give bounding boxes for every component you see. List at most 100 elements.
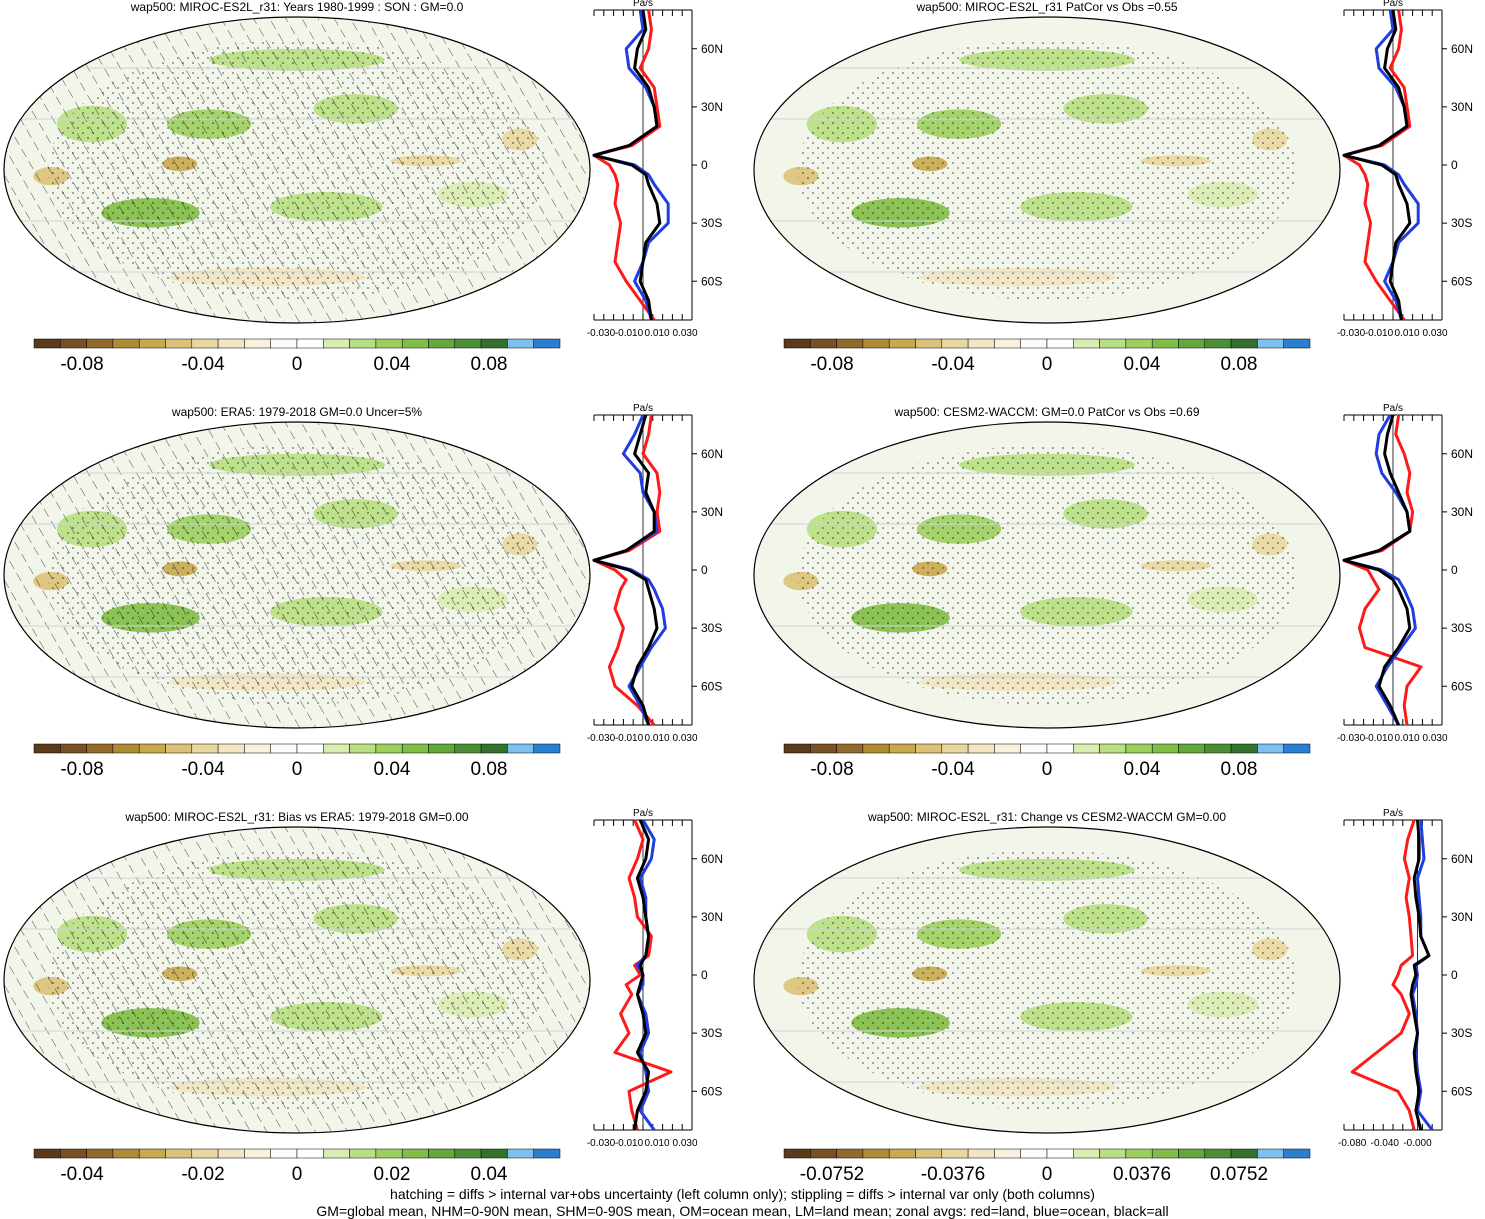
zonal-tick-label: 0.010 [1394,733,1419,744]
colorbar-label: 0.04 [1124,759,1161,780]
colorbar-swatch [244,1148,271,1159]
colorbar-swatch [1046,1148,1074,1159]
colorbar-swatch [507,338,534,349]
colorbar-swatch [165,1148,193,1159]
colorbar-swatch [1020,1148,1048,1159]
colorbar-swatch [915,743,943,754]
colorbar-label: 0.04 [374,759,411,780]
panel-6: wap500: MIROC-ES2L_r31: Change vs CESM2-… [753,808,1473,1185]
colorbar-label: 0.08 [1221,354,1258,375]
zonal-all-line [592,414,659,726]
colorbar-swatch [941,1148,969,1159]
lat-label: 30N [1451,505,1473,519]
colorbar-label: -0.08 [60,354,103,375]
colorbar-swatch [296,743,324,754]
colorbar-swatch [33,743,61,754]
zonal-unit: Pa/s [1383,0,1403,9]
colorbar-swatch [1151,338,1179,349]
zonal-unit: Pa/s [633,403,653,414]
colorbar-swatch [138,743,166,754]
colorbar-swatch [1283,743,1311,754]
panel-3: wap500: ERA5: 1979-2018 GM=0.0 Uncer=5% -… [3,403,723,780]
colorbar-swatch [191,338,219,349]
colorbar-label: 0.02 [374,1164,411,1185]
zonal-tick-label: 0.030 [1422,733,1447,744]
colorbar-swatch [967,1148,995,1159]
colorbar-swatch [1178,743,1206,754]
lat-label: 60S [1451,1084,1472,1098]
lat-label: 60N [701,852,723,866]
caption-hatching: hatching = diffs > internal var+obs unce… [390,1186,1095,1202]
colorbar-swatch [1020,743,1048,754]
panels-group: wap500: MIROC-ES2L_r31: Years 1980-1999 … [3,0,1473,1185]
colorbar-label: 0.08 [471,759,508,780]
colorbar-swatch [783,1148,811,1159]
zonal-tick-label: -0.010 [615,328,644,339]
colorbar-swatch [1125,338,1153,349]
zonal-tick-label: -0.000 [1403,1138,1432,1149]
colorbar-swatch [1073,338,1100,349]
colorbar-swatch [1099,1148,1127,1159]
zonal-tick-label: -0.030 [587,328,616,339]
colorbar-swatch [1257,1148,1284,1159]
colorbar-swatch [862,338,890,349]
colorbar-label: 0.08 [1221,759,1258,780]
zonal-tick-label: -0.030 [1337,733,1366,744]
lat-label: 60N [701,42,723,56]
colorbar-label: -0.04 [181,759,225,780]
colorbar-swatch [507,743,534,754]
colorbar-swatch [454,1148,482,1159]
colorbar-swatch [967,743,995,754]
colorbar-swatch [994,338,1021,349]
colorbar-swatch [915,1148,943,1159]
colorbar-swatch [60,743,87,754]
colorbar-label: 0 [292,354,303,375]
zonal-tick-label: -0.040 [1371,1138,1400,1149]
zonal-all-line [633,819,651,1131]
colorbar-swatch [1204,1148,1232,1159]
colorbar-swatch [1099,743,1127,754]
colorbar-swatch [86,338,114,349]
colorbar-swatch [33,338,61,349]
colorbar-swatch [1178,338,1206,349]
zonal-all-line [1342,414,1412,726]
stippling-overlay [47,39,547,301]
zonal-tick-label: 0.030 [1422,328,1447,339]
colorbar-swatch [1283,1148,1311,1159]
map-outline [753,16,1341,324]
colorbar-swatch [217,1148,245,1159]
colorbar-swatch [349,338,377,349]
colorbar-swatch [810,1148,837,1159]
colorbar-label: 0.04 [374,354,411,375]
zonal-tick-label: 0.010 [644,328,669,339]
colorbar-label: -0.04 [181,354,225,375]
colorbar-label: 0.0376 [1113,1164,1171,1185]
colorbar-label: -0.0752 [800,1164,864,1185]
lat-label: 30S [1451,216,1472,230]
panel-2: wap500: MIROC-ES2L_r31 PatCor vs Obs =0.… [753,0,1473,375]
lat-label: 60S [701,1084,722,1098]
panel-1: wap500: MIROC-ES2L_r31: Years 1980-1999 … [3,0,723,375]
zonal-tick-label: 0.030 [672,733,697,744]
zonal-all-line [1409,819,1431,1131]
lat-label: 0 [701,158,708,172]
colorbar-label: 0 [1042,354,1053,375]
colorbar-swatch [1046,743,1074,754]
colorbar-swatch [888,1148,916,1159]
colorbar-swatch [994,1148,1021,1159]
colorbar-swatch [480,338,508,349]
zonal-all-line [1342,9,1412,321]
panel-title: wap500: MIROC-ES2L_r31: Change vs CESM2-… [867,810,1226,824]
lat-label: 0 [1451,968,1458,982]
colorbar-swatch [533,743,561,754]
colorbar-swatch [112,338,140,349]
colorbar-swatch [349,1148,377,1159]
lat-label: 60S [1451,679,1472,693]
colorbar-swatch [454,743,482,754]
colorbar-swatch [967,338,995,349]
zonal-land-line [1350,819,1416,1131]
colorbar-swatch [270,743,298,754]
map-outline [753,826,1341,1134]
colorbar-swatch [1204,743,1232,754]
lat-label: 30S [701,1026,722,1040]
